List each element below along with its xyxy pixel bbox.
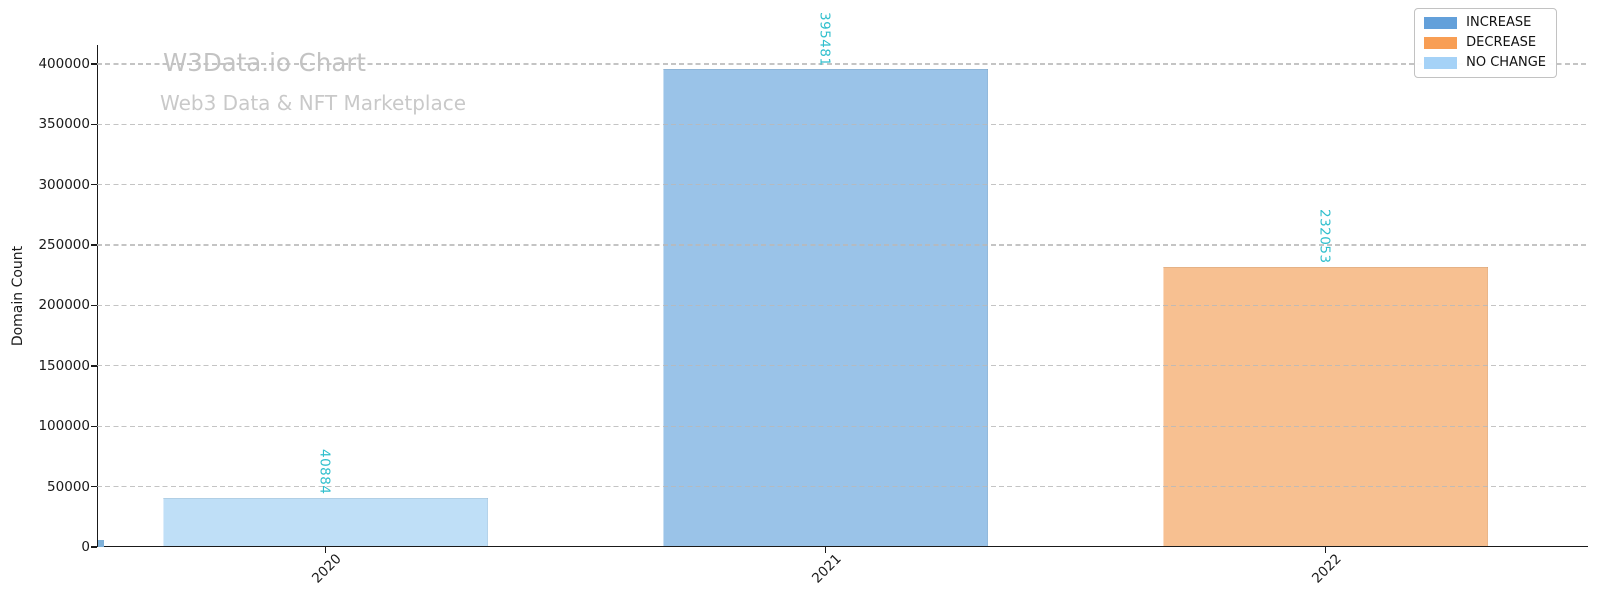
y-tick-mark bbox=[91, 123, 97, 126]
legend-item-increase: INCREASE bbox=[1424, 16, 1546, 30]
legend-label: DECREASE bbox=[1466, 35, 1537, 50]
y-tick-label: 50000 bbox=[47, 478, 90, 495]
legend-label: INCREASE bbox=[1466, 15, 1532, 30]
decrease-swatch-icon bbox=[1424, 37, 1458, 49]
x-tick-label: 2020 bbox=[309, 551, 345, 587]
y-tick-mark bbox=[91, 184, 97, 186]
y-tick-mark bbox=[91, 365, 97, 367]
y-tick-label: 350000 bbox=[38, 116, 90, 133]
no-change-swatch-icon bbox=[1424, 57, 1458, 69]
x-tick-label: 2021 bbox=[809, 551, 845, 587]
y-tick-label: 300000 bbox=[38, 176, 90, 193]
y-tick-mark bbox=[91, 63, 97, 65]
y-tick-label: 400000 bbox=[38, 55, 90, 72]
legend-item-decrease: DECREASE bbox=[1424, 36, 1546, 50]
watermark-title: W3Data.io Chart bbox=[163, 48, 367, 77]
y-tick-label: 200000 bbox=[38, 297, 90, 314]
y-tick-mark bbox=[91, 485, 97, 488]
legend-item-no-change: NO CHANGE bbox=[1424, 56, 1546, 70]
bar-value-label: 40884 bbox=[316, 449, 333, 495]
x-tick-label: 2022 bbox=[1309, 551, 1345, 587]
y-tick-mark bbox=[91, 425, 97, 427]
y-tick-mark bbox=[91, 304, 97, 307]
x-tick-mark bbox=[824, 547, 827, 553]
y-tick-label: 100000 bbox=[38, 418, 90, 435]
watermark-subtitle: Web3 Data & NFT Marketplace bbox=[160, 91, 466, 115]
bar-2021 bbox=[663, 69, 988, 547]
origin-artifact-bar bbox=[98, 540, 104, 547]
legend-label: NO CHANGE bbox=[1466, 55, 1546, 70]
x-tick-mark bbox=[324, 547, 327, 553]
legend: INCREASE DECREASE NO CHANGE bbox=[1414, 8, 1557, 78]
y-tick-label: 250000 bbox=[38, 237, 90, 254]
plot-area bbox=[97, 45, 1588, 547]
x-tick-mark bbox=[1324, 547, 1327, 553]
y-tick-mark bbox=[91, 244, 97, 246]
bar-value-label: 232053 bbox=[1316, 209, 1333, 264]
y-tick-label: 0 bbox=[81, 539, 90, 555]
bar-2020 bbox=[163, 497, 488, 547]
y-tick-label: 150000 bbox=[38, 357, 90, 374]
y-tick-mark bbox=[91, 546, 97, 548]
increase-swatch-icon bbox=[1424, 17, 1458, 29]
bar-2022 bbox=[1163, 266, 1488, 547]
bar-value-label: 395481 bbox=[816, 11, 833, 67]
